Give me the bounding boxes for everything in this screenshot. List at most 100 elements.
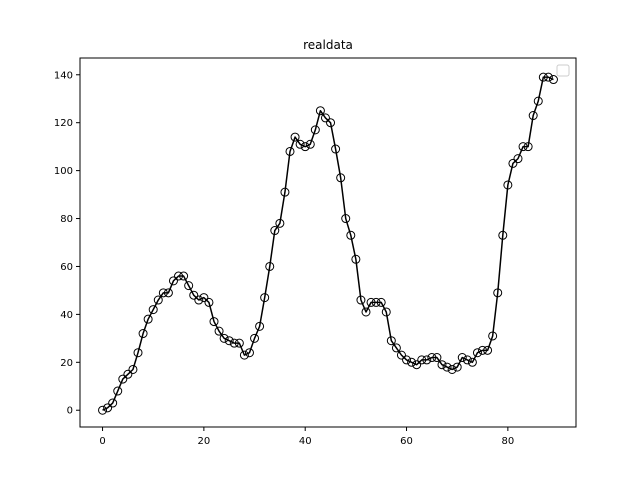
data-point xyxy=(493,288,503,298)
data-point xyxy=(219,333,229,343)
data-point xyxy=(412,360,422,370)
data-point xyxy=(285,146,295,156)
data-point xyxy=(336,173,346,183)
data-point xyxy=(168,276,178,286)
data-point xyxy=(548,75,558,85)
data-point xyxy=(310,125,320,135)
data-point xyxy=(204,297,214,307)
series-layer xyxy=(98,72,558,415)
data-point xyxy=(523,142,533,152)
y-tick-label: 60 xyxy=(60,262,73,273)
data-point xyxy=(346,230,356,240)
chart-title: realdata xyxy=(303,38,353,52)
data-point xyxy=(244,348,254,358)
data-point xyxy=(422,355,432,365)
y-tick-label: 140 xyxy=(54,70,73,81)
data-point xyxy=(300,142,310,152)
x-axis: 0 20 40 60 80 xyxy=(99,427,514,447)
data-point xyxy=(366,297,376,307)
x-tick-label: 40 xyxy=(299,436,312,447)
x-tick-label: 0 xyxy=(99,436,105,447)
data-point xyxy=(427,353,437,363)
data-point xyxy=(452,362,462,372)
data-point xyxy=(371,297,381,307)
data-point xyxy=(189,290,199,300)
x-tick-label: 20 xyxy=(198,436,211,447)
legend-box xyxy=(556,64,570,77)
data-point xyxy=(98,405,108,415)
data-point xyxy=(478,345,488,355)
data-point xyxy=(361,307,371,317)
data-point xyxy=(386,336,396,346)
y-tick-label: 20 xyxy=(60,358,73,369)
y-tick-label: 120 xyxy=(54,118,73,129)
data-point xyxy=(538,72,548,82)
x-tick-label: 80 xyxy=(501,436,514,447)
y-tick-label: 80 xyxy=(60,214,73,225)
data-point xyxy=(437,360,447,370)
data-point xyxy=(224,336,234,346)
data-point xyxy=(265,261,275,271)
data-point xyxy=(209,317,219,327)
data-point xyxy=(163,288,173,298)
data-point xyxy=(239,350,249,360)
data-point xyxy=(174,271,184,281)
data-point xyxy=(113,386,123,396)
data-point xyxy=(396,350,406,360)
data-point xyxy=(305,139,315,149)
data-point xyxy=(123,369,133,379)
data-point xyxy=(153,295,163,305)
data-point xyxy=(356,295,366,305)
data-point xyxy=(118,374,128,384)
data-point xyxy=(229,338,239,348)
data-point xyxy=(326,118,336,128)
data-point xyxy=(518,142,528,152)
data-point xyxy=(138,329,148,339)
data-point xyxy=(133,348,143,358)
data-point xyxy=(103,403,113,413)
data-point xyxy=(402,355,412,365)
data-point xyxy=(280,187,290,197)
data-point xyxy=(341,214,351,224)
data-point xyxy=(498,230,508,240)
data-point xyxy=(148,305,158,315)
data-point xyxy=(234,338,244,348)
data-point xyxy=(351,254,361,264)
data-point xyxy=(543,72,553,82)
plot-area-frame xyxy=(79,57,577,428)
data-point xyxy=(315,106,325,116)
data-point xyxy=(528,111,538,121)
data-point xyxy=(143,314,153,324)
data-point xyxy=(179,271,189,281)
data-point xyxy=(158,288,168,298)
series-line xyxy=(102,76,554,411)
data-point xyxy=(376,297,386,307)
data-point xyxy=(442,362,452,372)
data-point xyxy=(391,343,401,353)
data-point xyxy=(260,293,270,303)
data-point xyxy=(320,113,330,123)
data-point xyxy=(432,353,442,363)
data-point xyxy=(255,321,265,331)
data-point xyxy=(483,345,493,355)
data-point xyxy=(503,180,513,190)
data-point xyxy=(508,158,518,168)
data-point xyxy=(513,154,523,164)
data-point xyxy=(462,355,472,365)
data-point xyxy=(381,307,391,317)
data-point xyxy=(128,364,138,374)
data-point xyxy=(467,357,477,367)
data-point xyxy=(331,144,341,154)
data-point xyxy=(275,218,285,228)
data-point xyxy=(290,132,300,142)
data-point xyxy=(184,281,194,291)
data-point xyxy=(194,295,204,305)
data-point xyxy=(199,293,209,303)
data-point xyxy=(270,226,280,236)
data-point xyxy=(447,364,457,374)
data-point xyxy=(407,357,417,367)
y-tick-label: 0 xyxy=(67,406,73,417)
data-point xyxy=(533,96,543,106)
y-tick-label: 40 xyxy=(60,310,73,321)
data-point xyxy=(250,333,260,343)
